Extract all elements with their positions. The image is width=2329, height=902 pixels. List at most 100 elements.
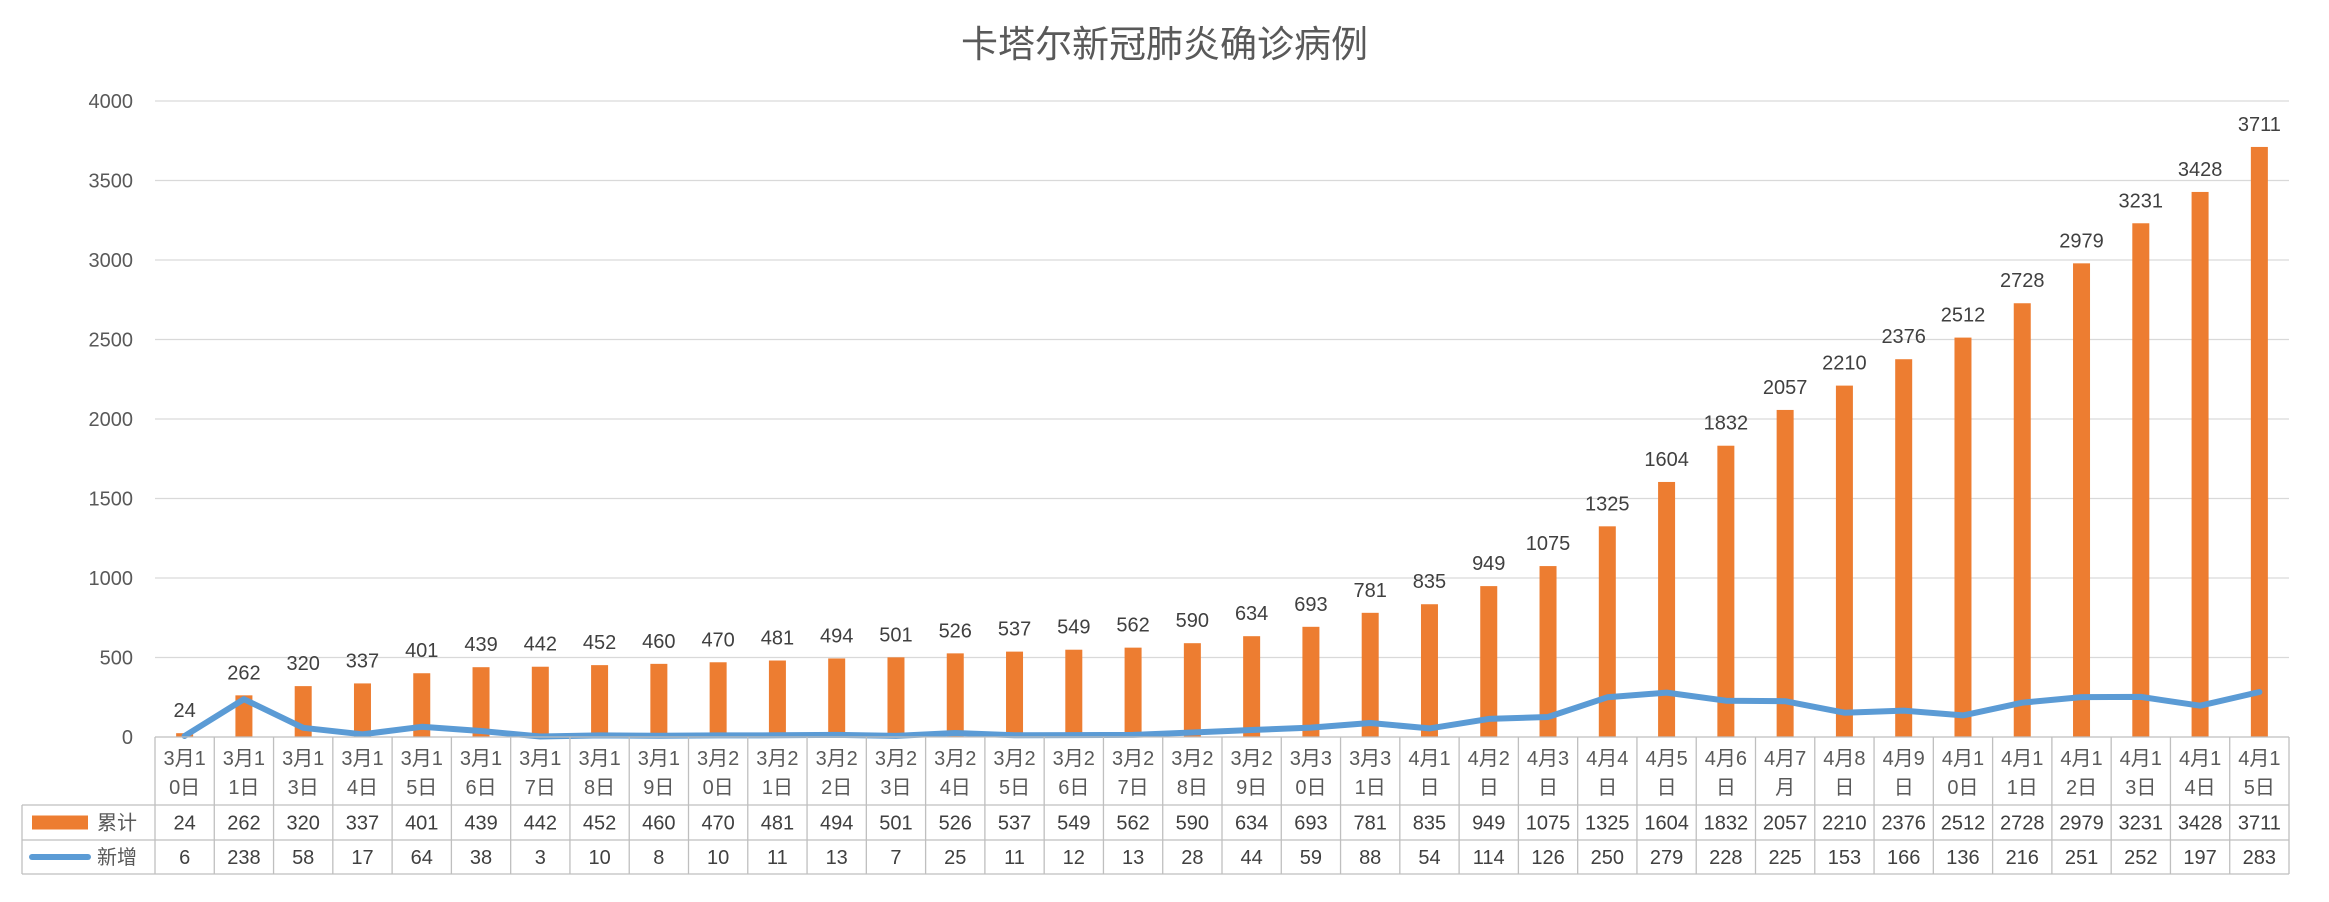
data-label: 2728	[2000, 270, 2045, 292]
data-label: 2376	[1881, 326, 1926, 348]
x-tick-label: 3月1 3日	[282, 748, 324, 799]
table-cell-xinzeng: 3	[535, 847, 546, 869]
data-label: 835	[1413, 571, 1446, 593]
x-tick-label: 4月1 3日	[2120, 748, 2162, 799]
x-tick-label: 4月1 1日	[2001, 748, 2043, 799]
table-cell-xinzeng: 8	[653, 847, 664, 869]
data-label: 262	[227, 662, 260, 684]
table-cell-xinzeng: 228	[1709, 847, 1742, 869]
data-label: 401	[405, 640, 438, 662]
x-tick-label: 3月1 0日	[164, 748, 206, 799]
data-label: 781	[1354, 580, 1387, 602]
data-label: 24	[174, 700, 196, 722]
table-cell-leiji: 549	[1057, 813, 1090, 835]
data-label: 2979	[2059, 230, 2104, 252]
x-tick-label: 3月2 8日	[1171, 748, 1213, 799]
table-cell-leiji: 2512	[1941, 813, 1986, 835]
bar	[887, 657, 905, 737]
table-cell-xinzeng: 10	[588, 847, 610, 869]
table-cell-leiji: 24	[174, 813, 196, 835]
table-cell-leiji: 494	[820, 813, 853, 835]
data-label: 2512	[1941, 305, 1986, 327]
y-tick-label: 0	[122, 727, 133, 749]
table-cell-leiji: 452	[583, 813, 616, 835]
chart-title: 卡塔尔新冠肺炎确诊病例	[961, 23, 1368, 66]
table-cell-xinzeng: 64	[411, 847, 433, 869]
legend-key-leiji	[32, 815, 88, 830]
data-label: 2210	[1822, 353, 1867, 375]
x-tick-label: 3月2 4日	[934, 748, 976, 799]
bar	[1183, 643, 1201, 737]
table-cell-leiji: 590	[1176, 813, 1209, 835]
table-cell-leiji: 460	[642, 813, 675, 835]
table-cell-xinzeng: 225	[1768, 847, 1801, 869]
x-tick-label: 4月9 日	[1883, 748, 1925, 799]
x-tick-label: 4月3 日	[1527, 748, 1569, 799]
bar	[1658, 481, 1676, 737]
legend-label-xinzeng: 新增	[97, 846, 137, 869]
table-cell-leiji: 562	[1116, 813, 1149, 835]
x-tick-label: 3月1 9日	[638, 748, 680, 799]
x-tick-label: 3月3 0日	[1290, 748, 1332, 799]
bar	[1598, 526, 1616, 737]
x-tick-label: 4月1 4日	[2179, 748, 2221, 799]
bar	[1361, 612, 1379, 737]
x-tick-label: 4月6 日	[1705, 748, 1747, 799]
y-tick-label: 4000	[89, 91, 134, 113]
bar	[1480, 586, 1498, 737]
bar	[1717, 445, 1735, 737]
x-tick-label: 4月1 2日	[2060, 748, 2102, 799]
x-tick-label: 3月1 6日	[460, 748, 502, 799]
x-tick-label: 3月2 6日	[1053, 748, 1095, 799]
table-cell-xinzeng: 10	[707, 847, 729, 869]
table-cell-xinzeng: 216	[2006, 847, 2039, 869]
bar	[1302, 626, 1320, 737]
bar	[1420, 604, 1438, 737]
data-label: 949	[1472, 553, 1505, 575]
x-tick-label: 3月1 8日	[578, 748, 620, 799]
table-cell-xinzeng: 88	[1359, 847, 1381, 869]
table-cell-leiji: 442	[524, 813, 557, 835]
y-tick-label: 500	[100, 648, 133, 670]
bar	[1835, 385, 1853, 737]
x-tick-label: 3月2 5日	[993, 748, 1035, 799]
data-label: 3231	[2119, 190, 2164, 212]
x-tick-label: 4月1 日	[1408, 748, 1450, 799]
table-cell-leiji: 949	[1472, 813, 1505, 835]
table-cell-xinzeng: 12	[1063, 847, 1085, 869]
bar	[413, 673, 431, 737]
table-cell-leiji: 3231	[2119, 813, 2164, 835]
bar	[2013, 303, 2031, 737]
data-label: 1604	[1644, 449, 1689, 471]
y-tick-label: 3000	[89, 250, 134, 272]
data-label: 526	[939, 620, 972, 642]
table-cell-xinzeng: 13	[1122, 847, 1144, 869]
table-cell-xinzeng: 58	[292, 847, 314, 869]
table-cell-xinzeng: 7	[890, 847, 901, 869]
x-tick-label: 3月2 9日	[1231, 748, 1273, 799]
table-cell-leiji: 501	[879, 813, 912, 835]
x-tick-label: 3月2 1日	[756, 748, 798, 799]
x-tick-label: 4月2 日	[1468, 748, 1510, 799]
table-cell-leiji: 835	[1413, 813, 1446, 835]
series-line-xinzeng	[181, 689, 2263, 740]
x-tick-label: 4月8 日	[1823, 748, 1865, 799]
data-label: 549	[1057, 617, 1090, 639]
bar	[591, 665, 609, 737]
data-label: 3428	[2178, 159, 2223, 181]
table-cell-leiji: 2979	[2059, 813, 2104, 835]
x-tick-label: 3月3 1日	[1349, 748, 1391, 799]
x-tick-label: 3月2 2日	[816, 748, 858, 799]
table-cell-xinzeng: 38	[470, 847, 492, 869]
table-cell-xinzeng: 11	[767, 847, 788, 869]
data-label: 2057	[1763, 377, 1808, 399]
table-cell-xinzeng: 44	[1241, 847, 1263, 869]
x-tick-label: 4月7 月	[1764, 748, 1806, 799]
x-tick-label: 4月1 0日	[1942, 748, 1984, 799]
x-tick-label: 4月1 5日	[2238, 748, 2280, 799]
table-cell-leiji: 2376	[1881, 813, 1926, 835]
table-cell-xinzeng: 153	[1828, 847, 1861, 869]
table-cell-xinzeng: 252	[2124, 847, 2157, 869]
